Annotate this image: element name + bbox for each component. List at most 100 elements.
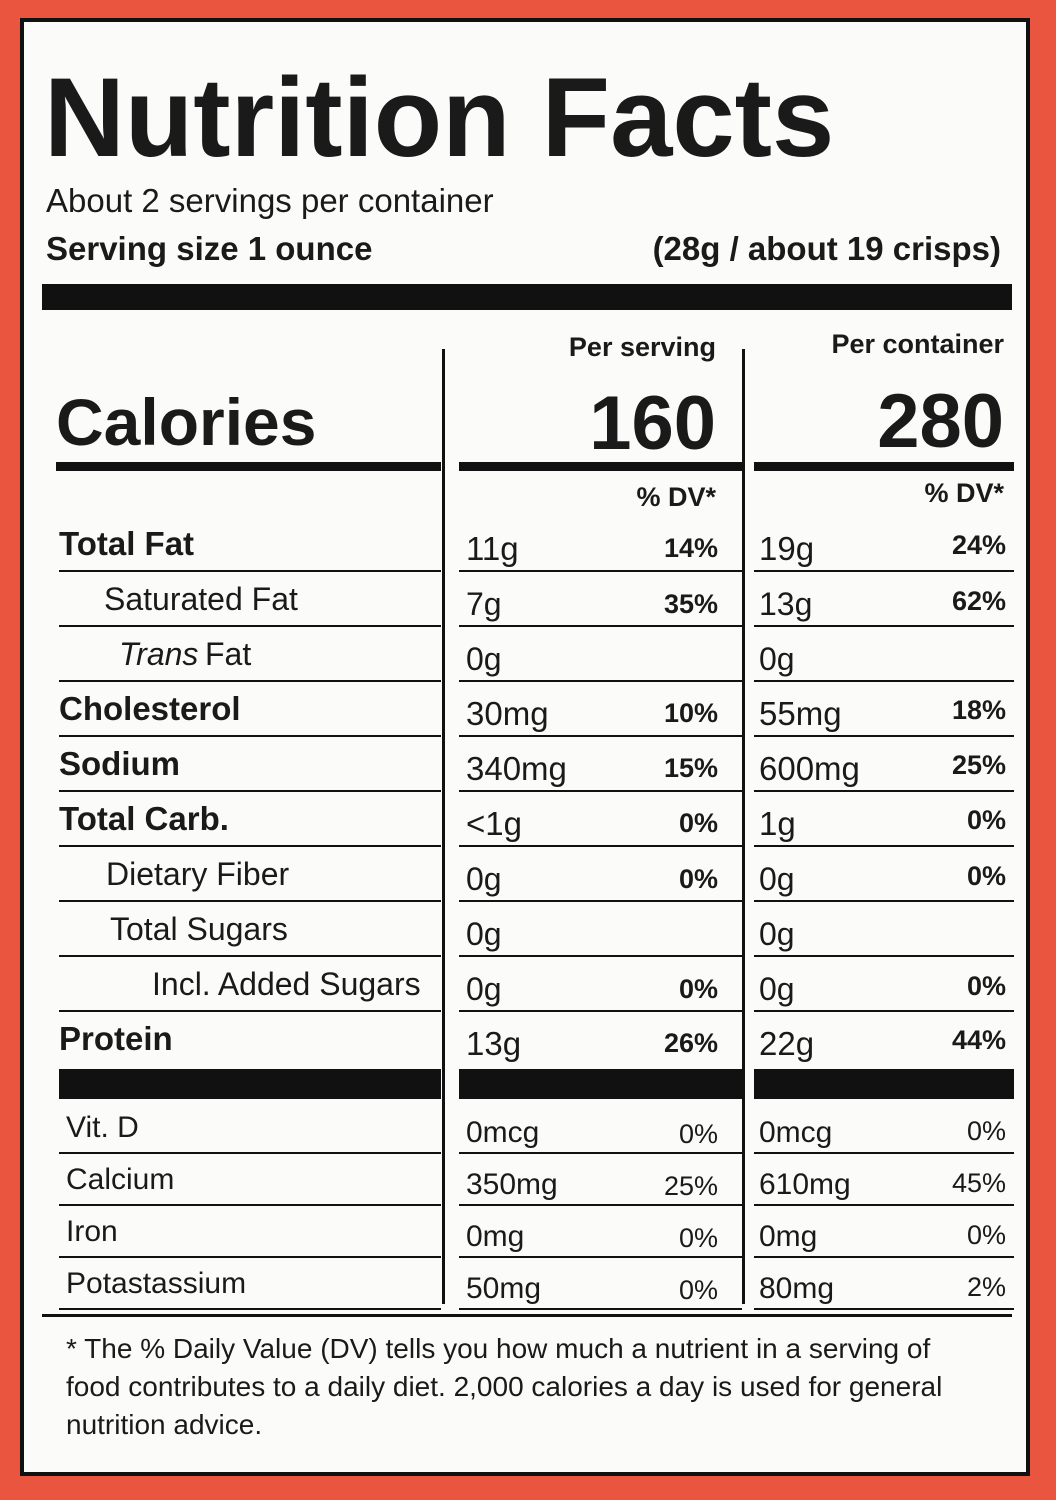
calories-label: Calories [56, 385, 317, 459]
row-rule [459, 570, 742, 572]
nutrient-name: Saturated Fat [104, 580, 298, 617]
column-divider [742, 349, 745, 1304]
amount: 7g [466, 585, 502, 622]
amount: 80mg [759, 1272, 835, 1305]
daily-value: 0% [678, 1223, 718, 1253]
daily-value: 45% [951, 1168, 1006, 1198]
nutrient-name: Sodium [59, 745, 180, 782]
row-rule [754, 845, 1014, 847]
daily-value: 2% [966, 1272, 1006, 1302]
row-rule [459, 1010, 742, 1012]
row-rule [459, 1204, 742, 1206]
nutrition-label: Nutrition Facts About 2 servings per cont… [20, 18, 1030, 1476]
nutrient-name: Potastassium [66, 1267, 247, 1300]
row-rule [754, 570, 1014, 572]
nutrient-name: Total Sugars [110, 910, 288, 947]
daily-value: 25% [663, 1171, 718, 1201]
nutrient-name: Calcium [66, 1163, 175, 1196]
row-rule [59, 1308, 441, 1310]
row-rule [459, 900, 742, 902]
daily-value: 10% [663, 698, 718, 728]
row-rule [459, 735, 742, 737]
thick-bar [42, 284, 1012, 310]
amount: 0g [759, 640, 795, 677]
nutrient-name: Incl. Added Sugars [152, 965, 421, 1002]
row-rule [459, 1152, 742, 1154]
daily-value: 15% [663, 753, 718, 783]
amount: 0g [759, 915, 795, 952]
thick-bar [59, 1069, 441, 1099]
thick-bar [754, 1069, 1014, 1099]
title: Nutrition Facts [44, 55, 835, 180]
nutrient-name: Iron [66, 1215, 118, 1248]
daily-value: 0% [966, 970, 1006, 1001]
thick-bar [459, 1069, 742, 1099]
daily-value: 14% [663, 533, 718, 563]
amount: 55mg [759, 695, 842, 732]
amount: 0g [466, 970, 502, 1007]
nutrient-name: Cholesterol [59, 690, 241, 727]
amount: 19g [759, 530, 815, 567]
daily-value: 62% [951, 585, 1006, 616]
amount: 600mg [759, 750, 860, 787]
amount: 610mg [759, 1168, 851, 1201]
rule [754, 462, 1014, 471]
serving-amount: (28g / about 19 crisps) [652, 230, 1001, 267]
row-rule [459, 625, 742, 627]
serving-size: Serving size 1 ounce [46, 230, 373, 267]
amount: 340mg [466, 750, 567, 787]
row-rule [459, 845, 742, 847]
daily-value: 0% [966, 805, 1006, 835]
daily-value: 26% [663, 1028, 718, 1058]
row-rule [754, 1010, 1014, 1012]
amount: 0mcg [466, 1116, 540, 1149]
amount: 22g [759, 1025, 815, 1062]
calories-value: 280 [877, 379, 1004, 464]
calories-value: 160 [589, 381, 716, 466]
daily-value: 0% [678, 1275, 718, 1305]
daily-value: 0% [966, 860, 1006, 891]
daily-value: 0% [678, 973, 718, 1004]
row-rule [59, 900, 441, 902]
row-rule [59, 1256, 441, 1258]
row-rule [754, 1308, 1014, 1310]
rule [459, 462, 742, 471]
daily-value: 24% [951, 530, 1006, 560]
amount: 0g [759, 860, 795, 897]
footnote: * The % Daily Value (DV) tells you how m… [66, 1333, 943, 1440]
row-rule [59, 680, 441, 682]
amount: <1g [466, 805, 522, 842]
amount: 30mg [466, 695, 549, 732]
column-divider [442, 349, 445, 1304]
row-rule [459, 1256, 742, 1258]
row-rule [59, 625, 441, 627]
row-rule [59, 955, 441, 957]
amount: 0g [466, 915, 502, 952]
row-rule [754, 1204, 1014, 1206]
nutrient-name: Trans [119, 635, 199, 672]
nutrient-name: Dietary Fiber [106, 855, 290, 892]
daily-value: 44% [951, 1025, 1006, 1055]
nutrient-name: Fat [205, 635, 252, 672]
nutrient-name: Protein [59, 1020, 173, 1057]
row-rule [459, 680, 742, 682]
row-rule [754, 625, 1014, 627]
amount: 50mg [466, 1272, 542, 1305]
rule [42, 1314, 1012, 1317]
row-rule [59, 1152, 441, 1154]
row-rule [754, 955, 1014, 957]
amount: 0mcg [759, 1116, 833, 1149]
row-rule [459, 955, 742, 957]
amount: 0g [466, 640, 502, 677]
rule [56, 462, 441, 471]
daily-value: 0% [966, 1220, 1006, 1250]
row-rule [754, 1152, 1014, 1154]
amount: 0mg [759, 1220, 818, 1253]
amount: 13g [759, 585, 813, 622]
amount: 1g [759, 805, 796, 842]
dv-header: % DV* [636, 482, 716, 512]
nutrient-name: Total Carb. [59, 800, 229, 837]
amount: 11g [466, 530, 519, 567]
nutrient-name: Total Fat [59, 525, 195, 562]
